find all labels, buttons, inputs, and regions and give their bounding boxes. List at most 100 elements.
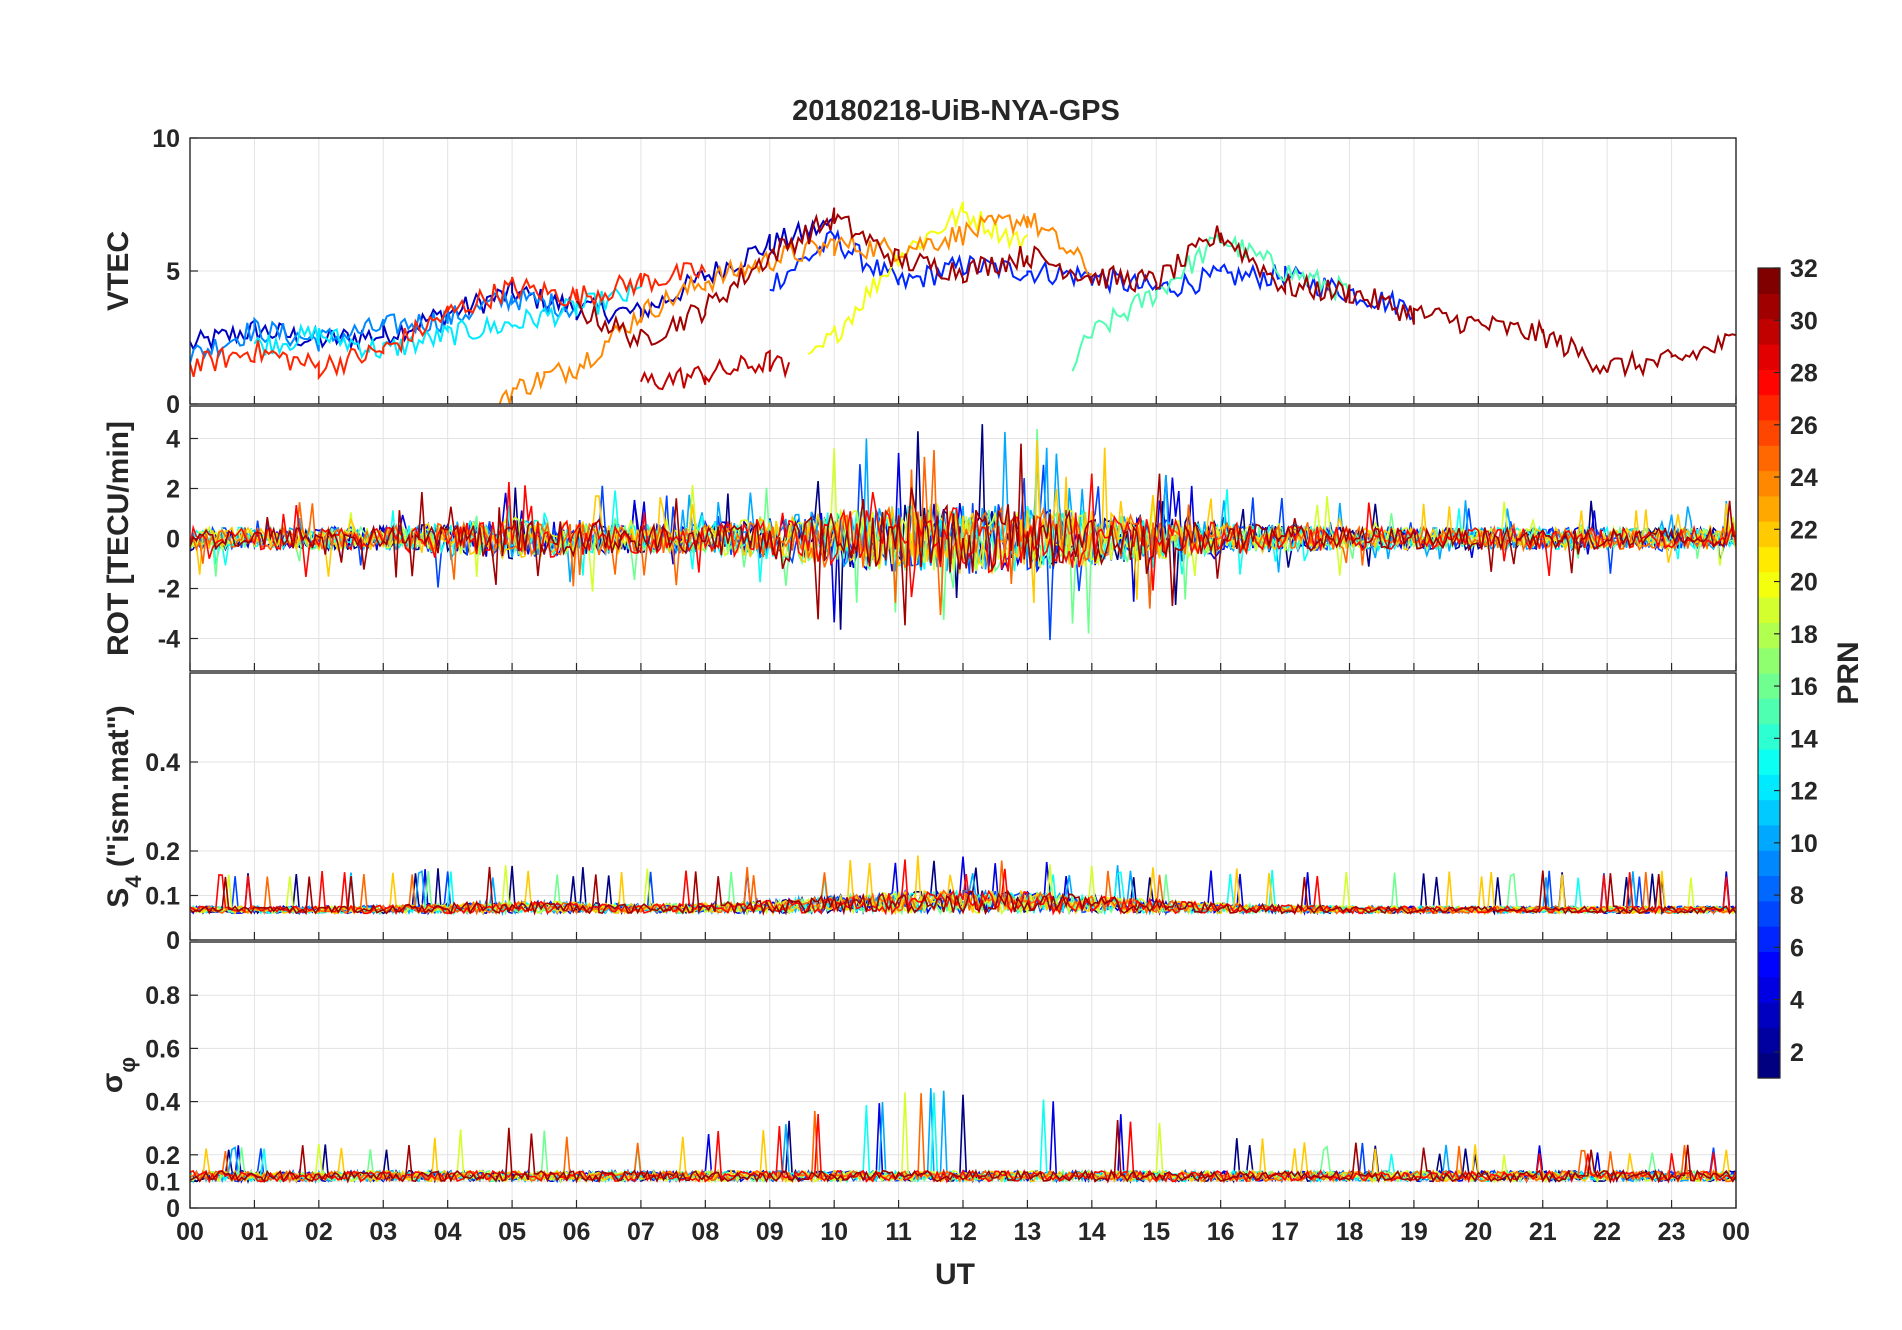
traces <box>190 424 1736 641</box>
colorbar-tick-label: 28 <box>1790 360 1818 388</box>
colorbar-cell <box>1758 774 1780 801</box>
vtec-series-prn-27 <box>190 262 707 381</box>
colorbar-tick-label: 14 <box>1790 725 1818 753</box>
s4-trace-prn-28 <box>190 859 1736 916</box>
rot-trace-prn-31 <box>190 443 1736 626</box>
y-tick-label: 0 <box>166 391 180 419</box>
x-tick-label: 20 <box>1464 1218 1492 1246</box>
colorbar-cell <box>1758 622 1780 649</box>
colorbar-cell <box>1758 1052 1780 1079</box>
colorbar-cell <box>1758 546 1780 573</box>
x-tick-label: 00 <box>176 1218 204 1246</box>
traces <box>190 201 1736 404</box>
colorbar-label: PRN <box>1832 641 1865 704</box>
x-tick-label: 05 <box>498 1218 526 1246</box>
colorbar-cell <box>1758 673 1780 699</box>
colorbar-tick-label: 4 <box>1790 987 1804 1015</box>
s4-y-label: S4 ("ism.mat") <box>102 705 146 907</box>
colorbar-tick-label: 32 <box>1790 255 1818 283</box>
colorbar-cell <box>1758 698 1780 725</box>
vtec-series-prn-3 <box>190 217 835 352</box>
y-tick-label: 0.1 <box>145 1168 180 1196</box>
y-label-base: S <box>102 888 135 908</box>
sigma_phi-trace-prn-28 <box>190 1114 1736 1184</box>
s4-panel: 00.10.20.4S4 ("ism.mat") <box>102 672 1737 955</box>
x-tick-label: 10 <box>820 1218 848 1246</box>
x-tick-label: 00 <box>1722 1218 1750 1246</box>
colorbar-cell <box>1758 824 1780 851</box>
vtec-series-prn-12 <box>253 280 642 360</box>
x-tick-label: 09 <box>756 1218 784 1246</box>
colorbar-tick-label: 22 <box>1790 516 1818 544</box>
colorbar-cell <box>1758 799 1780 826</box>
y-label-rest: ("ism.mat") <box>102 705 135 875</box>
y-tick-label: 0.8 <box>145 982 180 1010</box>
y-tick-label: -4 <box>158 626 180 654</box>
y-tick-label: 4 <box>166 426 180 454</box>
y-tick-label: 0.1 <box>145 883 180 911</box>
colorbar-tick-label: 16 <box>1790 673 1818 701</box>
x-tick-label: 21 <box>1529 1218 1557 1246</box>
x-tick-label: 22 <box>1593 1218 1621 1246</box>
y-tick-label: -2 <box>158 576 180 604</box>
x-tick-label: 13 <box>1014 1218 1042 1246</box>
x-tick-label: 08 <box>691 1218 719 1246</box>
colorbar-frame <box>1757 267 1781 1079</box>
colorbar-cell <box>1758 343 1780 370</box>
x-tick-label: 11 <box>885 1218 912 1246</box>
vtec-series-prn-30 <box>639 349 791 391</box>
x-tick-label: 17 <box>1271 1218 1299 1246</box>
colorbar-cell <box>1758 597 1780 623</box>
x-tick-label: 16 <box>1207 1218 1235 1246</box>
x-axis-label: UT <box>935 1258 975 1291</box>
colorbar-tick-label: 26 <box>1790 412 1818 440</box>
colorbar-cell <box>1758 1002 1780 1028</box>
colorbar-cell <box>1758 293 1780 320</box>
colorbar-tick-label: 6 <box>1790 934 1804 962</box>
colorbar-tick-label: 10 <box>1790 830 1818 858</box>
colorbar-cell <box>1758 318 1780 345</box>
colorbar-cell <box>1758 748 1780 775</box>
traces <box>190 855 1736 917</box>
colorbar-cell <box>1758 647 1780 674</box>
rot-trace-prn-22 <box>190 440 1736 604</box>
colorbar-cell <box>1758 268 1780 294</box>
y-tick-label: 10 <box>152 125 180 153</box>
y-tick-label: 5 <box>166 258 180 286</box>
colorbar-cell <box>1758 521 1780 548</box>
colorbar-tick-label: 8 <box>1790 882 1804 910</box>
colorbar-tick-label: 18 <box>1790 621 1818 649</box>
vtec-series-prn-20 <box>807 201 1029 356</box>
x-tick-label: 12 <box>949 1218 977 1246</box>
colorbar-cell <box>1758 1027 1780 1054</box>
vtec-series-prn-31 <box>575 207 1736 379</box>
x-tick-label: 07 <box>627 1218 655 1246</box>
traces <box>190 1088 1736 1185</box>
y-label-sub: 4 <box>121 875 146 888</box>
colorbar-cell <box>1758 495 1780 522</box>
y-tick-label: 0 <box>166 927 180 955</box>
colorbar-cell <box>1758 394 1780 421</box>
colorbar-tick-label: 20 <box>1790 569 1818 597</box>
x-tick-label: 14 <box>1078 1218 1106 1246</box>
x-tick-label: 06 <box>563 1218 591 1246</box>
x-tick-label: 01 <box>241 1218 269 1246</box>
y-tick-label: 0 <box>166 526 180 554</box>
y-tick-label: 0 <box>166 1195 180 1223</box>
chart-title: 20180218-UiB-NYA-GPS <box>792 95 1120 127</box>
x-tick-label: 03 <box>369 1218 397 1246</box>
colorbar-cell <box>1758 976 1780 1003</box>
sigma-phi-panel: 00.10.2 0.4 0.6 0.8 σφ 00 01 02 03 04 05 06 07 08 09 10… <box>96 941 1750 1246</box>
y-label-base: σ <box>96 1073 129 1094</box>
y-label-sub: φ <box>115 1057 140 1073</box>
colorbar-tick-label: 12 <box>1790 778 1818 806</box>
y-tick-label: 0.4 <box>145 1089 180 1117</box>
vtec-panel: 0 5 10 VTEC <box>102 125 1737 419</box>
y-tick-label: 0.6 <box>145 1035 180 1063</box>
colorbar-cell <box>1758 445 1780 472</box>
rot-panel: -4 -2 0 2 4 ROT [TECU/min] <box>102 405 1737 672</box>
colorbar-cell <box>1758 369 1780 396</box>
sigma_phi-y-label: σφ <box>96 1057 140 1093</box>
colorbar-tick-label: 2 <box>1790 1039 1804 1067</box>
